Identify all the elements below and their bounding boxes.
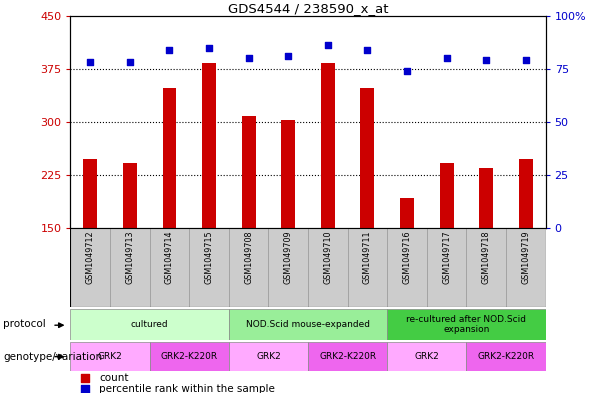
Text: GRK2-K220R: GRK2-K220R [478, 352, 535, 361]
Bar [387, 309, 546, 340]
Text: GRK2: GRK2 [97, 352, 123, 361]
Text: GRK2: GRK2 [256, 352, 281, 361]
Bar [110, 228, 150, 307]
Bar [506, 228, 546, 307]
Text: GRK2-K220R: GRK2-K220R [319, 352, 376, 361]
Bar [229, 342, 308, 371]
Bar [268, 228, 308, 307]
Point [85, 59, 95, 66]
Text: cultured: cultured [131, 320, 169, 329]
Text: GSM1049715: GSM1049715 [205, 230, 213, 284]
Bar [229, 228, 268, 307]
Point [164, 46, 174, 53]
Point [204, 44, 214, 51]
Bar [479, 168, 493, 228]
Text: protocol: protocol [3, 319, 46, 329]
Bar [242, 116, 256, 228]
Bar [150, 228, 189, 307]
Text: GSM1049718: GSM1049718 [482, 230, 490, 284]
Bar [400, 198, 414, 228]
Bar [308, 228, 348, 307]
Point [125, 59, 135, 66]
Title: GDS4544 / 238590_x_at: GDS4544 / 238590_x_at [228, 2, 388, 15]
Bar [123, 163, 137, 228]
Point [433, 240, 443, 246]
Bar [348, 228, 387, 307]
Text: count: count [99, 373, 129, 383]
Bar [466, 228, 506, 307]
Text: GSM1049719: GSM1049719 [521, 230, 530, 284]
Bar [70, 228, 110, 307]
Bar [321, 63, 335, 228]
Bar [70, 342, 150, 371]
Bar [387, 342, 466, 371]
Bar [281, 120, 295, 228]
Point [323, 42, 333, 49]
Text: GSM1049713: GSM1049713 [126, 230, 134, 284]
Bar [70, 309, 229, 340]
Point [362, 46, 372, 53]
Point [244, 55, 254, 61]
Point [481, 57, 491, 63]
Bar [189, 228, 229, 307]
Bar [150, 342, 229, 371]
Point [283, 53, 293, 59]
Text: GSM1049716: GSM1049716 [403, 230, 411, 284]
Bar [202, 63, 216, 228]
Text: GSM1049714: GSM1049714 [165, 230, 174, 284]
Bar [83, 159, 97, 228]
Text: GSM1049717: GSM1049717 [442, 230, 451, 284]
Point [521, 57, 531, 63]
Text: re-cultured after NOD.Scid
expansion: re-cultured after NOD.Scid expansion [406, 314, 527, 334]
Bar [466, 342, 546, 371]
Text: GSM1049710: GSM1049710 [323, 230, 332, 284]
Point [433, 342, 443, 349]
Text: NOD.Scid mouse-expanded: NOD.Scid mouse-expanded [246, 320, 370, 329]
Bar [229, 309, 387, 340]
Text: GSM1049712: GSM1049712 [86, 230, 95, 284]
Bar [308, 342, 387, 371]
Bar [440, 163, 454, 228]
Bar [427, 228, 466, 307]
Text: GSM1049711: GSM1049711 [363, 230, 372, 284]
Text: GSM1049709: GSM1049709 [284, 230, 293, 284]
Point [442, 55, 452, 61]
Bar [162, 88, 177, 228]
Text: GRK2: GRK2 [414, 352, 439, 361]
Text: percentile rank within the sample: percentile rank within the sample [99, 384, 275, 393]
Text: GRK2-K220R: GRK2-K220R [161, 352, 218, 361]
Text: GSM1049708: GSM1049708 [244, 230, 253, 284]
Point [402, 68, 412, 74]
Bar [360, 88, 375, 228]
Bar [519, 159, 533, 228]
Text: genotype/variation: genotype/variation [3, 352, 102, 362]
Bar [387, 228, 427, 307]
